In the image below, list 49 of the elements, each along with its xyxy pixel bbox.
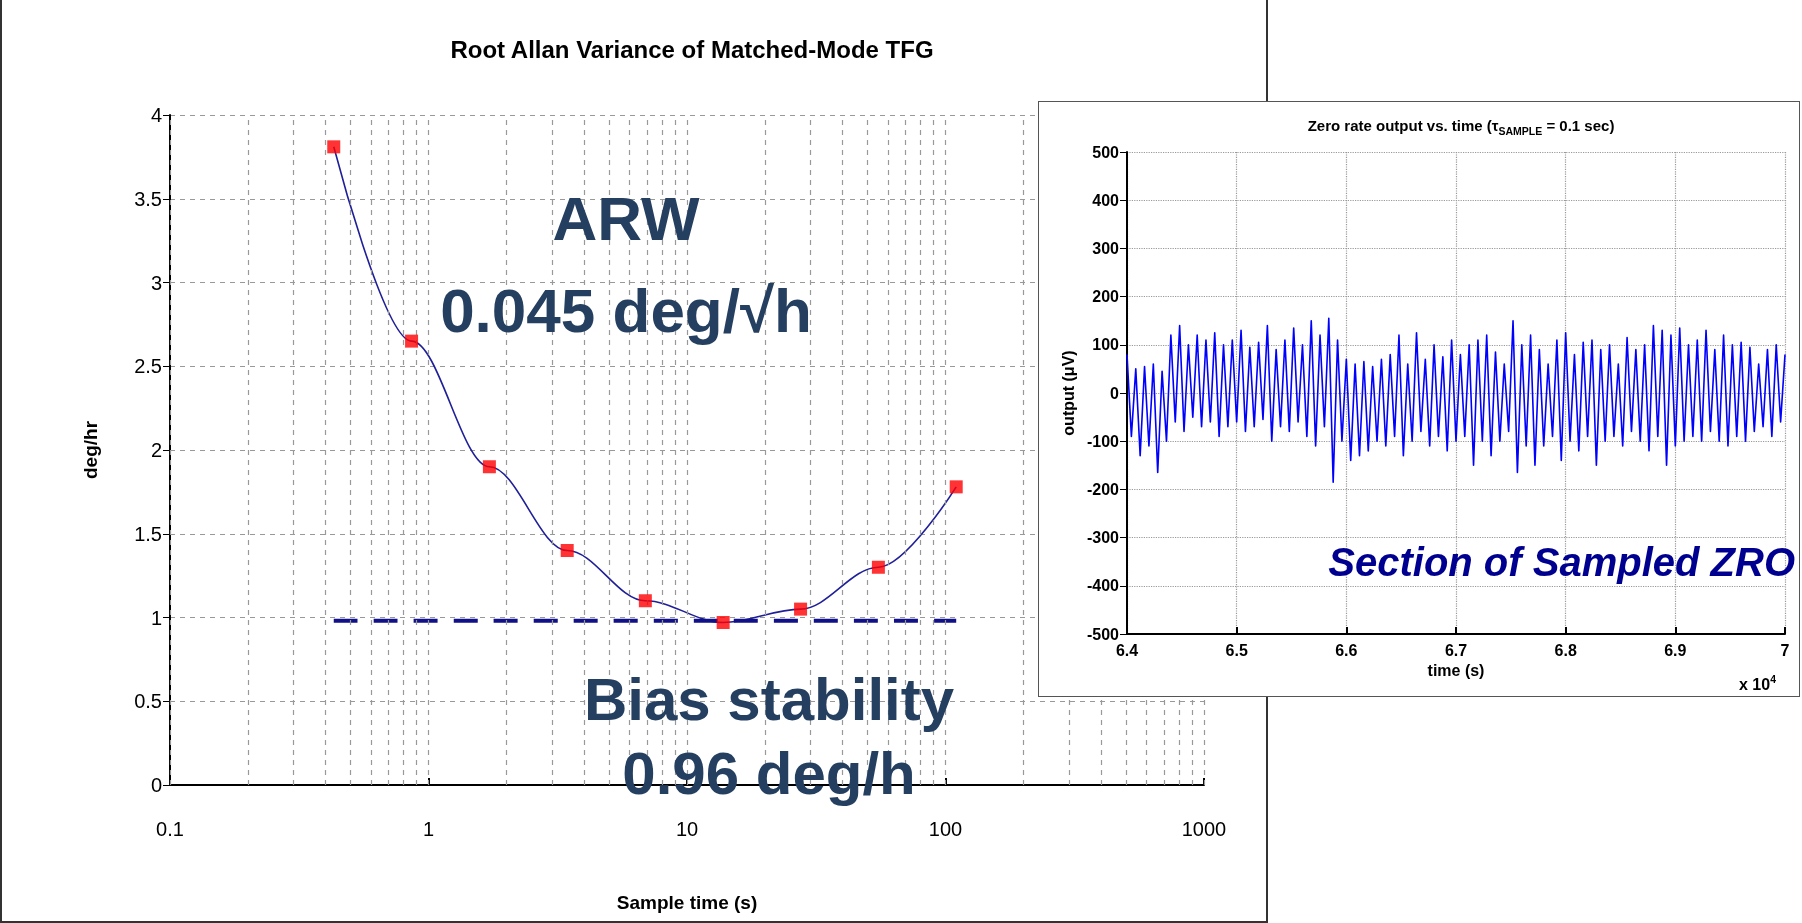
x-axis-title: Sample time (s) [616, 892, 758, 913]
y-tick-label: -500 [1086, 625, 1120, 643]
y-tick-label: 0 [150, 774, 162, 796]
x-tick-label: 1000 [1181, 818, 1227, 840]
y-tick-label: 4 [150, 104, 162, 126]
point [482, 460, 496, 474]
y-tick-label: 2 [150, 439, 162, 461]
x-axis-title: time (s) [1427, 662, 1485, 680]
y-tick-label: 200 [1092, 288, 1120, 306]
y-tick-label: 1 [150, 606, 162, 629]
x-tick-label: 6.5 [1225, 641, 1248, 659]
x-tick-label: 6.4 [1115, 641, 1139, 659]
annotation: Section of Sampled ZRO [1328, 540, 1795, 584]
y-tick-label: 2.5 [134, 355, 162, 378]
y-tick-label: 3 [150, 271, 162, 294]
point [871, 560, 885, 574]
chart-title: Root Allan Variance of Matched-Mode TFG [450, 35, 934, 63]
point [560, 544, 574, 557]
point [949, 480, 963, 494]
x-tick-label: 6.8 [1554, 641, 1577, 659]
y-tick-label: -400 [1086, 577, 1120, 595]
x-tick-label: 100 [928, 818, 963, 840]
y-tick-label: 3.5 [134, 187, 162, 210]
point [716, 616, 730, 630]
x-tick-label: 0.1 [156, 818, 184, 840]
y-tick-label: 300 [1092, 239, 1120, 257]
y-axis-title: deg/hr [80, 420, 101, 480]
point [638, 594, 652, 608]
x-tick-label: 6.7 [1444, 641, 1468, 659]
point [327, 140, 341, 154]
y-tick-label: -100 [1086, 432, 1120, 450]
y-tick-label: -200 [1086, 480, 1120, 498]
y-tick-label: 500 [1092, 143, 1120, 161]
x-tick-label: 6.9 [1664, 641, 1687, 659]
line-series [1126, 317, 1786, 483]
point [405, 334, 419, 348]
annotation: ARW 0.045 deg/√h [440, 183, 812, 345]
y-tick-label: -300 [1086, 529, 1120, 547]
y-tick-label: 400 [1092, 191, 1120, 209]
x-tick-label: 1 [422, 818, 435, 840]
y-tick-label: 100 [1092, 336, 1120, 354]
y-tick-label: 1.5 [134, 522, 162, 545]
point [794, 602, 808, 616]
y-axis-title: output (μV) [1059, 350, 1077, 436]
x-tick-label: 6.6 [1335, 641, 1358, 659]
y-tick-label: 0.5 [134, 690, 162, 713]
x-tick-label: 7 [1780, 641, 1790, 659]
x-tick-label: 10 [675, 818, 699, 840]
y-tick-label: 0 [1110, 384, 1120, 402]
